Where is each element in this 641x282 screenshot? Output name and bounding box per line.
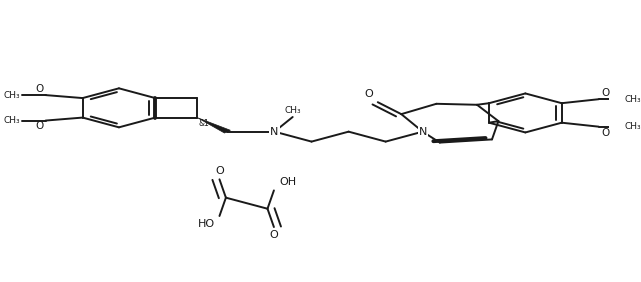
Text: O: O: [601, 88, 610, 98]
Text: CH₃: CH₃: [4, 91, 21, 100]
Text: O: O: [601, 128, 610, 138]
Text: O: O: [35, 121, 43, 131]
Text: CH₃: CH₃: [624, 122, 640, 131]
Text: O: O: [269, 230, 278, 240]
Text: CH₃: CH₃: [624, 95, 640, 104]
Text: HO: HO: [197, 219, 215, 229]
Text: CH₃: CH₃: [285, 106, 301, 115]
Text: O: O: [364, 89, 373, 100]
Text: CH₃: CH₃: [4, 116, 21, 125]
Text: &1: &1: [198, 119, 209, 128]
Text: O: O: [35, 84, 43, 94]
Polygon shape: [197, 118, 230, 133]
Text: O: O: [215, 166, 224, 176]
Text: N: N: [271, 127, 279, 137]
Text: N: N: [419, 127, 427, 137]
Text: OH: OH: [280, 177, 297, 187]
